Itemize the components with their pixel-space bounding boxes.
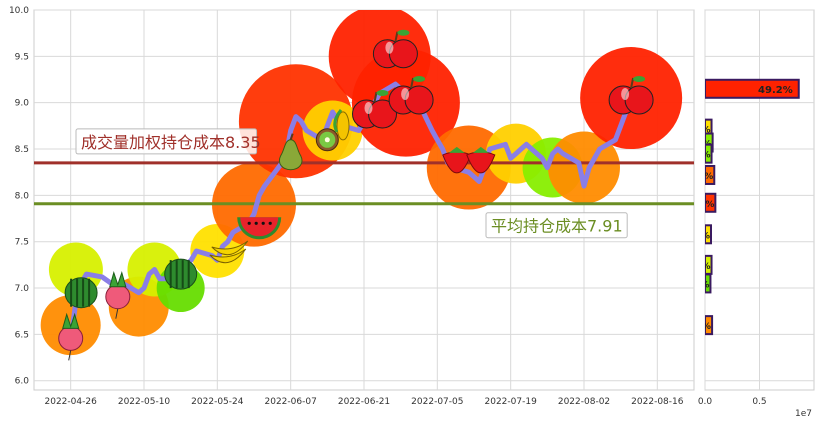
- banana-body: [209, 248, 247, 264]
- side-bar-label: %: [704, 172, 713, 182]
- radish-body: [58, 325, 84, 351]
- side-volume-bars: 49.2%%%%%%%%%%: [700, 78, 800, 336]
- side-bar: [705, 164, 716, 185]
- corn-cob: [336, 111, 350, 141]
- banana-icon: [209, 240, 249, 264]
- side-exponent-label: 1e7: [795, 409, 812, 419]
- radish-leaves: [109, 271, 127, 288]
- pear-stem: [289, 133, 294, 141]
- x-tick-label: 2022-08-02: [558, 397, 610, 407]
- radish-body: [105, 284, 131, 310]
- y-tick-label: 6.0: [15, 377, 30, 387]
- apple-stem: [410, 77, 415, 89]
- corn-husk: [333, 108, 343, 133]
- apple-shine: [621, 88, 630, 100]
- kiwi-core: [324, 137, 330, 143]
- cost-lines: [34, 161, 694, 206]
- radish-root: [115, 308, 119, 319]
- watermelon-icon: [164, 258, 198, 290]
- annotation-box: [485, 212, 628, 239]
- apple-stem: [373, 91, 378, 103]
- y-tick-label: 9.5: [15, 52, 29, 62]
- strawberry-leaves: [472, 146, 489, 153]
- side-bar-label: %: [701, 231, 710, 241]
- corn-icon: [333, 108, 350, 141]
- side-x-tick-label: 0.0: [698, 397, 713, 407]
- apple-body: [624, 85, 654, 115]
- apple-shine: [364, 102, 373, 114]
- x-tick-label: 2022-07-19: [485, 397, 538, 407]
- apple-body: [388, 39, 418, 69]
- watermelon-body: [64, 277, 98, 309]
- y-tick-label: 9.0: [15, 99, 30, 109]
- apple-leaf: [633, 76, 646, 82]
- cost-annotations: 成交量加权持仓成本8.35 平均持仓成本7.91: [75, 128, 628, 239]
- apple-leaf: [397, 29, 410, 36]
- side-axis-ticks: 0.0 0.5 1e7: [698, 397, 812, 419]
- side-bar: [705, 315, 714, 336]
- pear-body: [278, 139, 303, 171]
- x-tick-label: 2022-06-07: [265, 397, 317, 407]
- side-bar: [705, 224, 712, 245]
- y-tick-label: 7.0: [15, 284, 30, 294]
- side-bar: [705, 192, 717, 213]
- y-tick-label: 10.0: [9, 6, 29, 16]
- side-bar-label: 49.2%: [758, 85, 793, 96]
- apple-shine: [401, 88, 410, 100]
- cost-annotation: 成交量加权持仓成本8.35: [81, 133, 261, 152]
- pear-icon: [278, 133, 303, 171]
- x-tick-label: 2022-05-24: [191, 397, 244, 407]
- y-tick-label: 8.5: [15, 145, 29, 155]
- radish-leaves: [62, 312, 80, 329]
- cost-annotation: 平均持仓成本7.91: [491, 217, 623, 236]
- strawberry-icon: [442, 146, 496, 174]
- apple-icon: [352, 90, 397, 129]
- y-tick-label: 7.5: [15, 238, 29, 248]
- side-bar-label: %: [702, 262, 711, 272]
- x-tick-label: 2022-04-26: [45, 397, 98, 407]
- x-tick-label: 2022-06-21: [338, 397, 390, 407]
- apple-leaf: [413, 76, 426, 82]
- strawberry-leaves: [448, 146, 465, 153]
- banana-body: [211, 240, 249, 256]
- side-bar-label: %: [702, 126, 711, 136]
- apple-stem: [394, 31, 399, 42]
- watermelon-icon: [64, 277, 98, 309]
- radish-icon: [58, 312, 84, 361]
- apple-leaf: [376, 90, 389, 96]
- watermelon-slice-icon: [237, 217, 282, 240]
- kiwi-icon: [315, 128, 339, 152]
- apple-shine: [385, 41, 394, 54]
- fruit-icons: [58, 29, 654, 361]
- side-bar: [705, 273, 712, 294]
- annotation-box: [75, 128, 258, 155]
- side-x-tick-label: 0.5: [752, 397, 766, 407]
- side-bar-label: %: [705, 200, 714, 210]
- x-tick-label: 2022-07-05: [411, 397, 463, 407]
- x-axis-ticks: 2022-04-26 2022-05-10 2022-05-24 2022-06-07…: [45, 397, 684, 407]
- slice-seed: [247, 221, 251, 225]
- apple-stem: [630, 77, 635, 89]
- radish-icon: [105, 271, 131, 319]
- y-axis-ticks: 6.0 6.5 7.0 7.5 8.0 8.5 9.0 9.5 10.0: [9, 6, 29, 387]
- apple-icon: [372, 29, 418, 69]
- apple-icon: [608, 76, 654, 115]
- slice-seed: [268, 221, 272, 225]
- side-bar-label: %: [702, 322, 711, 332]
- apple-body: [404, 85, 434, 115]
- y-tick-label: 6.5: [15, 330, 29, 340]
- y-tick-label: 8.0: [15, 191, 30, 201]
- apple-icon: [388, 76, 434, 115]
- side-bar-label: %: [700, 280, 709, 290]
- watermelon-body: [164, 258, 198, 290]
- slice-seed: [261, 221, 265, 225]
- x-tick-label: 2022-05-10: [118, 397, 171, 407]
- radish-root: [68, 350, 72, 361]
- side-bar: [705, 143, 713, 164]
- side-bar: [705, 78, 800, 99]
- side-bar-label: %: [702, 151, 711, 161]
- slice-seed: [254, 221, 258, 225]
- x-tick-label: 2022-08-16: [631, 397, 684, 407]
